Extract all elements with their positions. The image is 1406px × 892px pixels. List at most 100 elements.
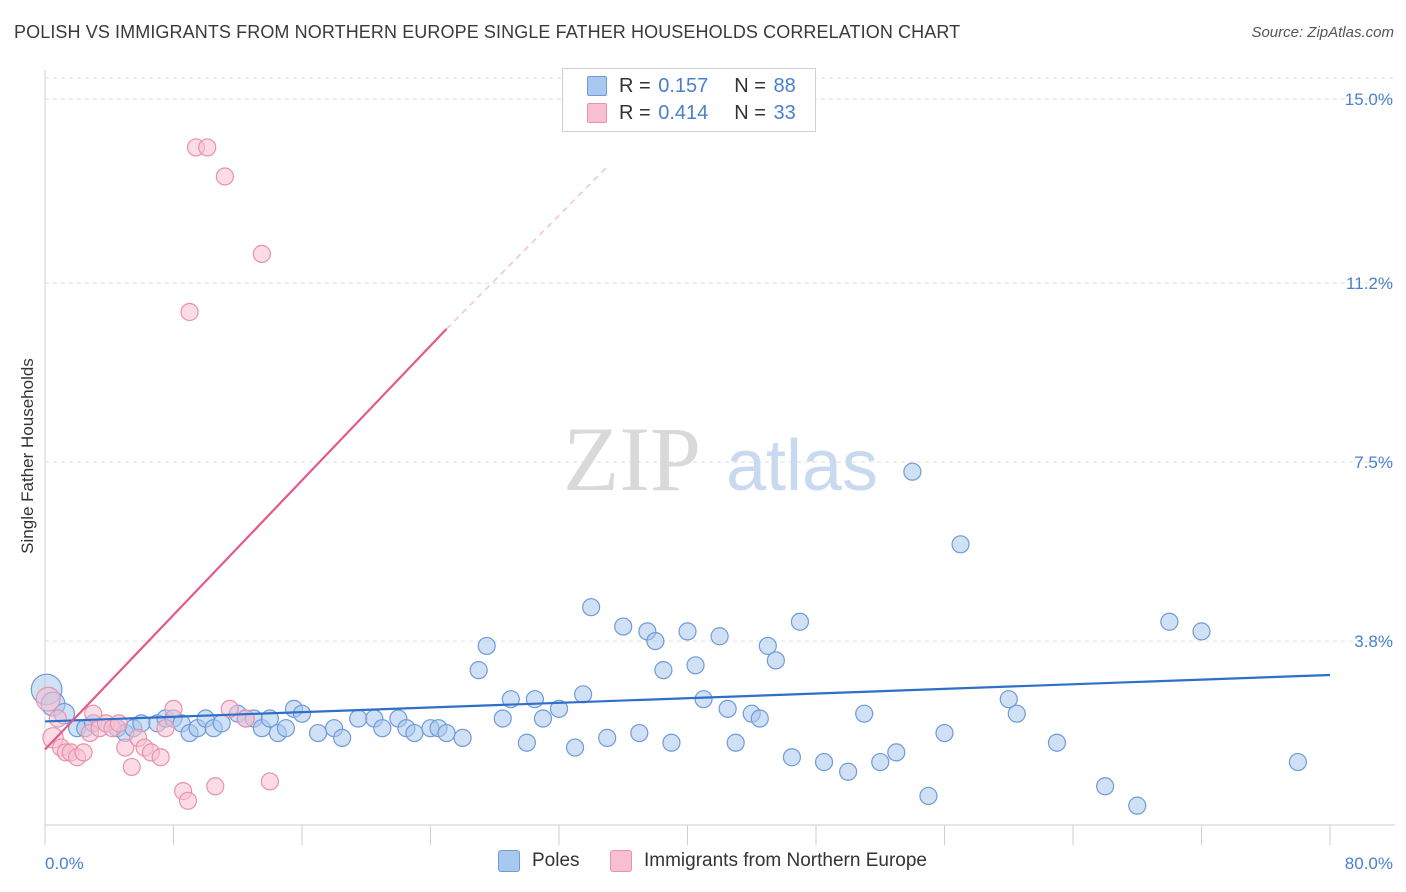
watermark: ZIP atlas [563, 408, 878, 510]
poles-point [654, 661, 673, 680]
poles-point [582, 598, 601, 617]
poles-point [373, 719, 392, 738]
poles-point [493, 709, 512, 728]
watermark-zip: ZIP [563, 408, 701, 510]
poles-point [477, 636, 496, 656]
poles-point [855, 704, 874, 723]
immigrant-point [48, 709, 67, 728]
source-label: Source: ZipAtlas.com [1251, 24, 1394, 41]
immigrant-point [260, 772, 279, 791]
legend-swatch-immigrants [587, 103, 607, 123]
poles-point [1007, 704, 1026, 723]
poles-point [549, 699, 569, 718]
poles-point [694, 690, 713, 709]
watermark-atlas: atlas [726, 426, 878, 506]
legend-row-immigrants: R = 0.414 N = 33 [587, 100, 796, 126]
legend-item-immigrants: Immigrants from Northern Europe [610, 850, 927, 872]
poles-point [726, 733, 745, 752]
legend-swatch-poles [587, 76, 607, 96]
poles-point [750, 709, 769, 728]
y-tick-label: 15.0% [1345, 90, 1393, 109]
poles-point [1096, 777, 1115, 796]
chart-title: POLISH VS IMMIGRANTS FROM NORTHERN EUROP… [14, 22, 961, 42]
poles-point [308, 723, 328, 743]
x-tick-label: 80.0% [1345, 854, 1393, 873]
poles-point [790, 612, 810, 631]
poles-point [437, 723, 456, 743]
poles-point [662, 733, 681, 752]
legend-n-label: N = [734, 74, 772, 97]
poles-point [469, 661, 488, 680]
grid-lines [45, 77, 1395, 642]
poles-point [839, 762, 858, 781]
poles-trend-line [44, 673, 1331, 723]
poles-point [903, 462, 922, 481]
poles-point [999, 690, 1018, 709]
poles-point [292, 704, 312, 723]
immigrant-point [35, 686, 61, 712]
data-points [30, 138, 1307, 815]
axes [44, 70, 1395, 845]
poles-point [276, 719, 296, 738]
immigrant-point [220, 699, 239, 718]
poles-point [782, 748, 802, 767]
poles-point [814, 752, 834, 772]
immigrant-point [109, 714, 128, 733]
poles-point [333, 728, 352, 747]
poles-point [525, 690, 545, 709]
immigrant-trend-line [44, 328, 448, 751]
legend-item-poles: Poles [498, 850, 580, 872]
poles-point [517, 733, 536, 752]
poles-point [453, 728, 472, 747]
poles-point [686, 656, 705, 675]
immigrant-point [178, 791, 198, 810]
poles-point [565, 738, 585, 757]
immigrant-point [236, 709, 255, 728]
legend-r-value: 0.157 [658, 74, 709, 97]
immigrant-point [206, 777, 225, 796]
legend-swatch-poles [498, 850, 520, 872]
legend-label-immigrants: Immigrants from Northern Europe [644, 850, 927, 871]
poles-point [758, 636, 777, 656]
poles-point [951, 535, 970, 554]
tick-labels: 3.8% 7.5% 11.2% 15.0% 0.0% 80.0% [45, 90, 1393, 873]
poles-point [1288, 752, 1307, 772]
y-tick-label: 3.8% [1354, 632, 1393, 651]
legend-n-label: N = [734, 101, 772, 124]
immigrant-point [151, 748, 170, 767]
legend-n-value: 33 [773, 101, 796, 124]
poles-point [573, 685, 593, 704]
immigrant-point [215, 167, 234, 186]
immigrant-point [156, 719, 175, 738]
legend-r-label: R = [619, 101, 657, 124]
poles-point [766, 651, 785, 670]
poles-point [871, 752, 890, 772]
poles-point [614, 617, 633, 636]
poles-point [678, 622, 697, 641]
immigrant-trend-extension [446, 166, 608, 330]
poles-point [887, 743, 906, 762]
y-tick-label: 11.2% [1346, 274, 1393, 293]
immigrant-point [164, 699, 183, 718]
trend-lines [44, 166, 1331, 751]
immigrant-point [116, 738, 135, 757]
poles-point [718, 699, 737, 718]
immigrant-point [180, 302, 199, 322]
poles-point [1047, 733, 1067, 752]
legend-r-label: R = [619, 74, 657, 97]
poles-point [405, 723, 424, 743]
series-legend: Poles Immigrants from Northern Europe [0, 850, 1406, 878]
poles-point [710, 627, 729, 646]
correlation-legend: R = 0.157 N = 88 R = 0.414 N = 33 [562, 68, 816, 132]
legend-n-value: 88 [773, 74, 796, 97]
x-tick-label: 0.0% [45, 854, 84, 873]
poles-point [630, 723, 649, 743]
legend-row-poles: R = 0.157 N = 88 [587, 73, 796, 99]
poles-point [919, 786, 938, 806]
poles-point [533, 709, 553, 728]
poles-point [1192, 622, 1211, 641]
poles-point [1160, 612, 1179, 631]
legend-label-poles: Poles [532, 850, 580, 871]
poles-point [1128, 796, 1147, 815]
